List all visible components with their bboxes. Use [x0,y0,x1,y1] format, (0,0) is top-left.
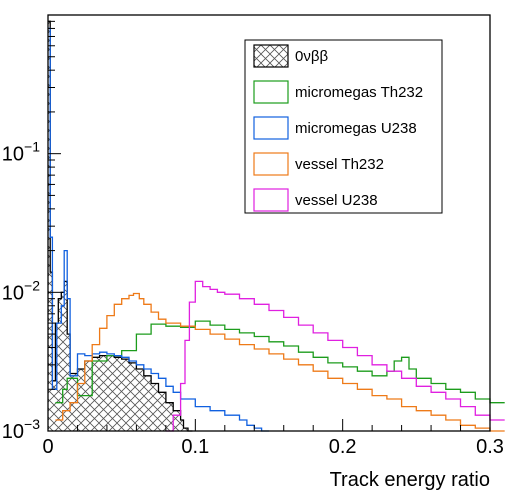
y-axis-ticks: 10−3 10−2 10−1 [2,20,61,443]
legend-box [244,39,443,214]
x-tick-label-1: 0.1 [181,436,209,458]
legend-swatch-2 [253,116,289,140]
legend-swatch-1 [253,80,289,104]
x-tick-label-2: 0.2 [329,436,357,458]
x-tick-label-3: 0.3 [476,436,504,458]
legend-swatch-4 [253,188,289,212]
legend-label-2: micromegas U238 [295,120,417,137]
series-line-1 [55,320,505,404]
series-line-4 [165,280,505,432]
x-axis-ticks: 0 0.1 0.2 0.3 [42,419,504,458]
series-line-3 [55,292,505,432]
y-tick-label-1: 10−2 [2,277,40,304]
y-tick-label-2: 10−1 [2,139,40,166]
legend-swatch-0 [253,44,289,68]
legend-swatch-3 [253,152,289,176]
legend-label-3: vessel Th232 [295,156,384,173]
legend-label-1: micromegas Th232 [295,84,423,101]
legend-label-0: 0νββ [295,48,328,65]
x-axis-title: Track energy ratio [330,469,490,491]
plot-frame [47,14,491,432]
x-tick-label-0: 0 [42,436,53,458]
legend: 0νββ micromegas Th232 micromegas U238 vesse… [244,39,443,214]
series-layer [48,20,505,432]
y-tick-label-0: 10−3 [2,416,40,443]
legend-label-4: vessel U238 [295,192,378,209]
series-line-2 [48,27,269,432]
